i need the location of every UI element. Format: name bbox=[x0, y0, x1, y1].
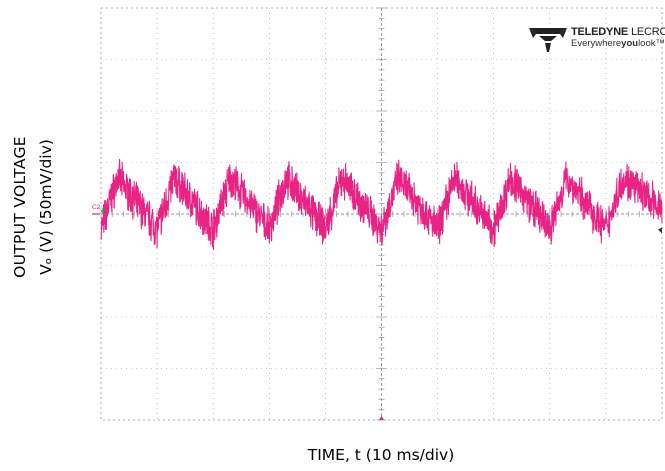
channel-label: C2 bbox=[92, 203, 101, 211]
waveform-trace bbox=[100, 158, 663, 251]
y-axis-label-group: OUTPUT VOLTAGE Vₒ (V) (50mV/div) bbox=[0, 0, 100, 420]
y-axis-label: OUTPUT VOLTAGE bbox=[11, 136, 29, 278]
trigger-position-marker bbox=[379, 416, 384, 420]
logo-tagline: Everywhereyoulook™ bbox=[571, 38, 665, 49]
right-edge-marker bbox=[658, 227, 662, 234]
y-axis-scale-label: Vₒ (V) (50mV/div) bbox=[37, 139, 55, 275]
grid bbox=[100, 7, 663, 421]
teledyne-logo-icon bbox=[529, 28, 567, 52]
trace-group bbox=[100, 158, 663, 251]
teledyne-lecroy-logo: TELEDYNE LECROY Everywhereyoulook™ bbox=[527, 26, 665, 54]
x-axis-label: TIME, t (10 ms/div) bbox=[307, 446, 455, 464]
markers: C2 bbox=[92, 203, 662, 420]
logo-brand: TELEDYNE LECROY bbox=[571, 26, 665, 38]
